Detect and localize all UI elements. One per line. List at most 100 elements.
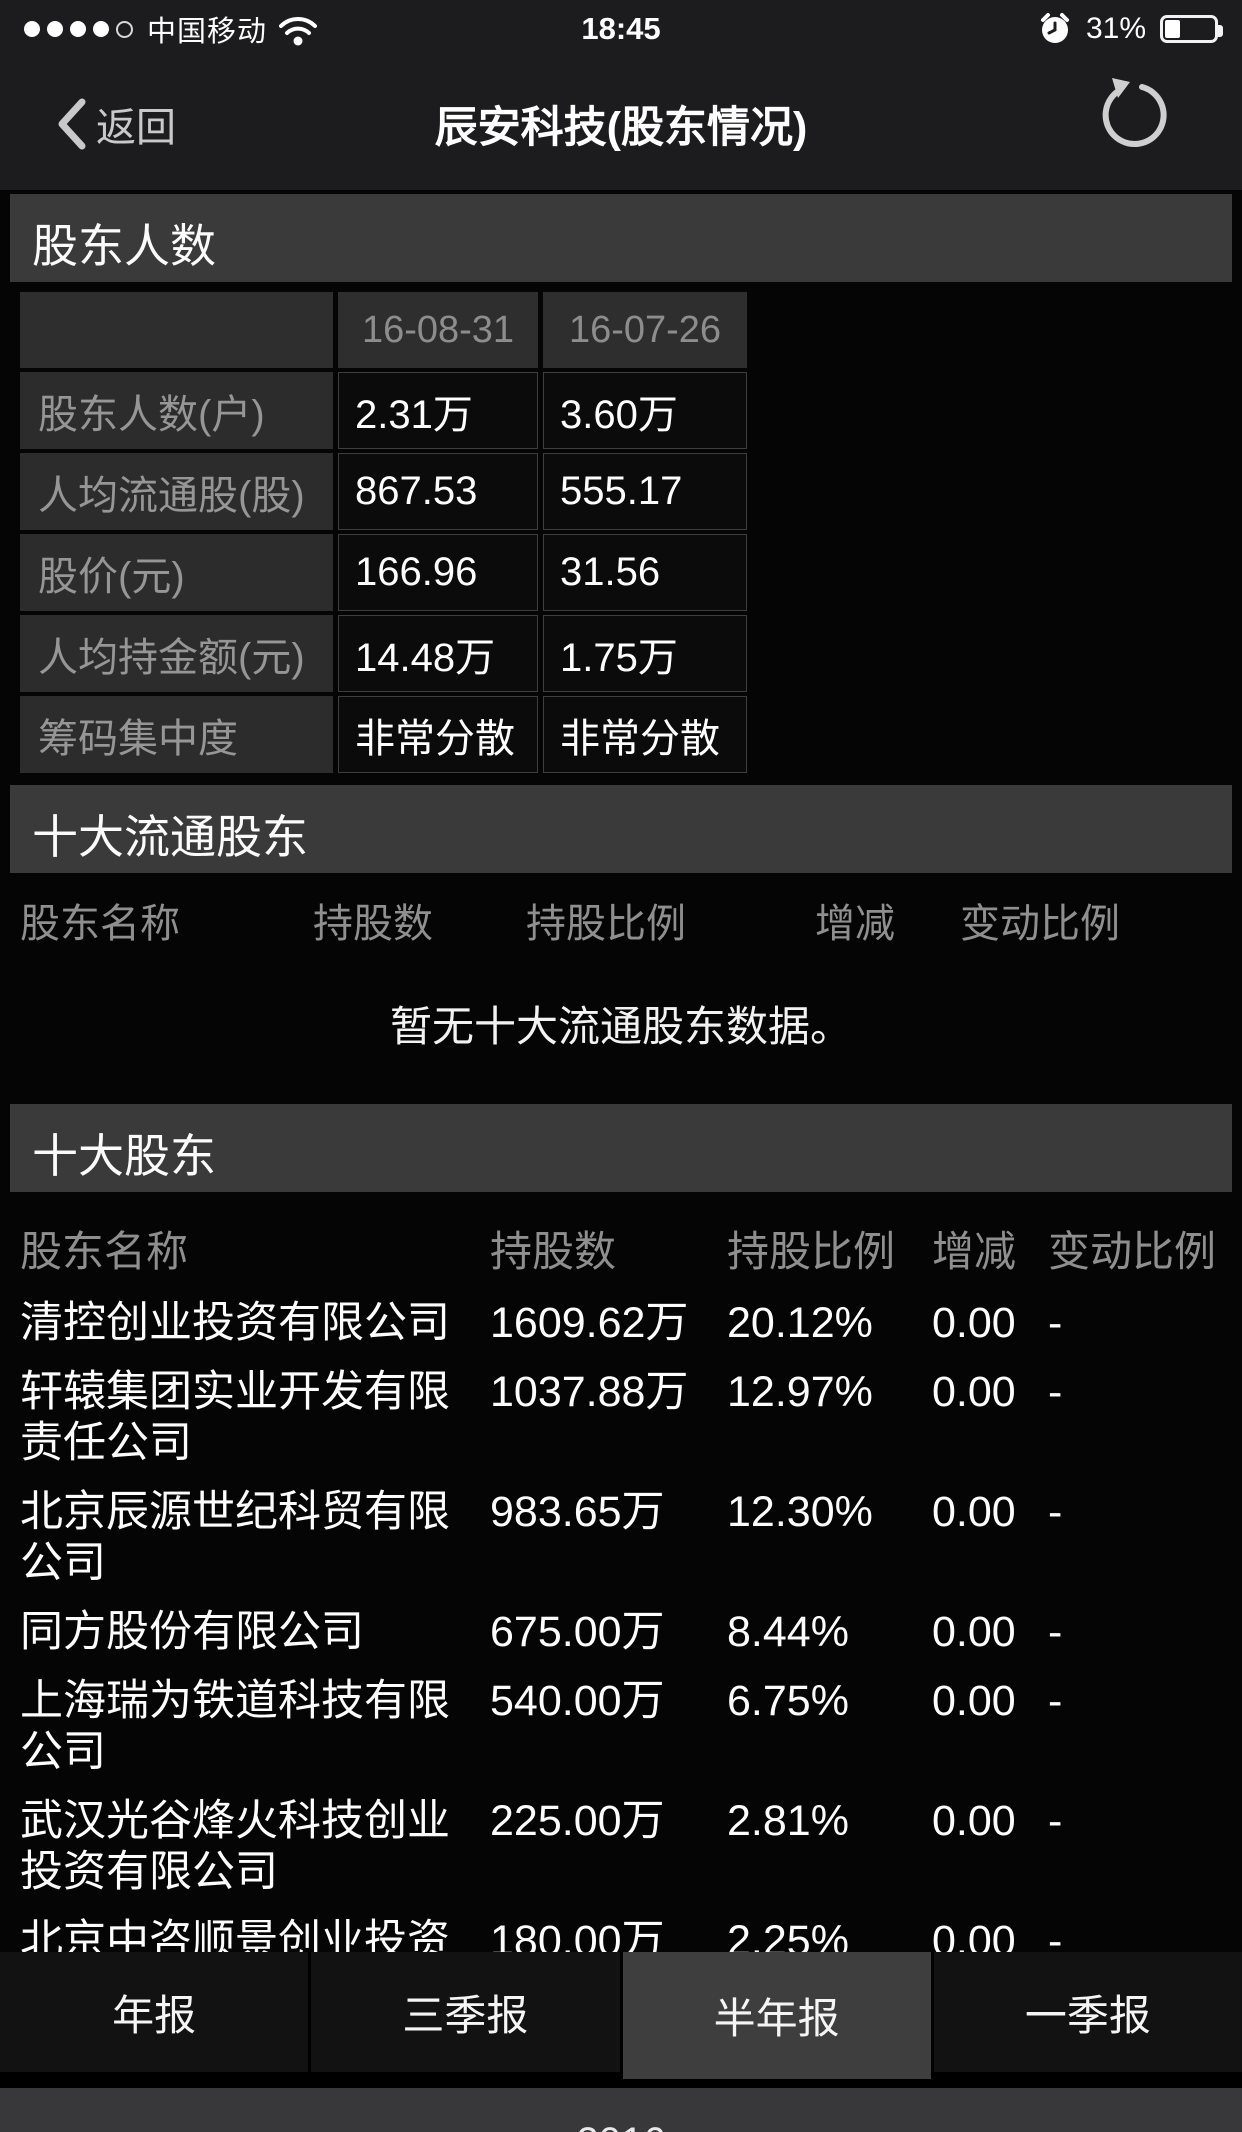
date-column-header: 16-08-31 — [338, 292, 538, 368]
row-label: 人均流通股(股) — [20, 453, 333, 530]
row-label: 股价(元) — [20, 534, 333, 611]
signal-dot — [70, 21, 86, 37]
holder-change: 0.00 — [932, 1797, 1016, 1845]
column-header: 增减 — [932, 1228, 1017, 1275]
nav-bar: 返回 辰安科技(股东情况) — [0, 58, 1242, 190]
holder-pct: 12.30% — [727, 1488, 873, 1536]
holder-row: 上海瑞为铁道科技有限公司 540.00万 6.75% 0.00 - — [20, 1667, 1242, 1787]
column-header: 持股数 — [313, 902, 433, 946]
row-value: 867.53 — [338, 453, 538, 530]
holder-pct: 8.44% — [727, 1608, 849, 1656]
column-header: 持股比例 — [727, 1228, 896, 1275]
column-header: 持股数 — [490, 1228, 617, 1275]
clock-time: 18:45 — [581, 11, 661, 46]
holder-change: 0.00 — [932, 1608, 1016, 1656]
battery-icon — [1160, 15, 1223, 43]
holder-pct: 2.81% — [727, 1797, 849, 1845]
holder-count-table: 16-08-31 16-07-26 股东人数(户) 2.31万 3.60万 人均… — [20, 292, 747, 773]
holder-change-pct: - — [1048, 1368, 1063, 1416]
table-corner-cell — [20, 292, 333, 368]
signal-dot — [24, 21, 40, 37]
column-header: 变动比例 — [1048, 1228, 1217, 1275]
back-chevron-icon — [56, 98, 86, 150]
holder-name: 同方股份有限公司 — [20, 1608, 364, 1656]
row-label: 人均持金额(元) — [20, 615, 333, 692]
holder-row: 清控创业投资有限公司 1609.62万 20.12% 0.00 - — [20, 1289, 1242, 1358]
holder-change-pct: - — [1048, 1488, 1063, 1536]
row-value: 非常分散 — [543, 696, 747, 773]
year-label: 2016 — [0, 2120, 1242, 2132]
holder-change-pct: - — [1048, 1797, 1063, 1845]
section-header-circulating: 十大流通股东 — [10, 785, 1232, 873]
holder-change: 0.00 — [932, 1368, 1016, 1416]
tab-annual-report[interactable]: 年报 — [0, 1952, 309, 2072]
column-header: 持股比例 — [526, 902, 686, 946]
tab-strip: 年报 三季报 半年报 一季报 — [0, 1952, 1242, 2079]
tab-q1-report[interactable]: 一季报 — [933, 1952, 1242, 2072]
back-button[interactable]: 返回 — [56, 95, 176, 153]
page-title: 辰安科技(股东情况) — [434, 104, 808, 152]
signal-dot-empty — [116, 20, 133, 38]
signal-dots-icon — [24, 20, 133, 38]
holder-shares: 983.65万 — [490, 1488, 665, 1536]
column-header: 变动比例 — [960, 902, 1120, 946]
section-header-top-holders: 十大股东 — [10, 1104, 1232, 1192]
holder-row: 同方股份有限公司 675.00万 8.44% 0.00 - — [20, 1598, 1242, 1667]
holder-change: 0.00 — [932, 1299, 1016, 1347]
column-header: 股东名称 — [20, 1228, 189, 1275]
holder-name: 清控创业投资有限公司 — [20, 1299, 450, 1347]
year-selector-strip[interactable]: 2016 — [0, 2088, 1242, 2132]
row-value: 2.31万 — [338, 372, 538, 449]
back-label: 返回 — [96, 106, 176, 150]
holder-shares: 540.00万 — [490, 1677, 665, 1725]
holder-change-pct: - — [1048, 1299, 1063, 1347]
signal-dot — [47, 21, 63, 37]
app-header: 中国移动 18:45 31% — [0, 0, 1242, 190]
holder-row: 武汉光谷烽火科技创业投资有限公司 225.00万 2.81% 0.00 - — [20, 1787, 1242, 1907]
tab-semiannual-report[interactable]: 半年报 — [622, 1952, 931, 2079]
row-label: 股东人数(户) — [20, 372, 333, 449]
holder-row: 北京辰源世纪科贸有限公司 983.65万 12.30% 0.00 - — [20, 1478, 1242, 1598]
row-value: 3.60万 — [543, 372, 747, 449]
holder-pct: 20.12% — [727, 1299, 873, 1347]
status-bar: 中国移动 18:45 31% — [0, 0, 1242, 58]
carrier-label: 中国移动 — [147, 16, 268, 48]
battery-nub — [1218, 25, 1223, 37]
status-right-cluster: 31% — [1038, 12, 1223, 46]
row-value: 166.96 — [338, 534, 538, 611]
holder-change: 0.00 — [932, 1677, 1016, 1725]
row-value: 555.17 — [543, 453, 747, 530]
row-value: 非常分散 — [338, 696, 538, 773]
holder-shares: 1609.62万 — [490, 1299, 689, 1347]
holder-name: 武汉光谷烽火科技创业投资有限公司 — [20, 1797, 450, 1896]
section-header-holder-count: 股东人数 — [10, 194, 1232, 282]
top-holders-column-headers: 股东名称 持股数 持股比例 增减 变动比例 — [0, 1192, 1242, 1289]
holder-change: 0.00 — [932, 1488, 1016, 1536]
row-value: 1.75万 — [543, 615, 747, 692]
tab-q3-report[interactable]: 三季报 — [311, 1952, 620, 2072]
holder-change-pct: - — [1048, 1677, 1063, 1725]
battery-fill — [1165, 20, 1181, 38]
holder-shares: 675.00万 — [490, 1608, 665, 1656]
circulating-column-headers: 股东名称 持股数 持股比例 增减 变动比例 — [0, 889, 1242, 959]
row-value: 31.56 — [543, 534, 747, 611]
battery-percent-label: 31% — [1085, 12, 1146, 45]
holder-pct: 12.97% — [727, 1368, 873, 1416]
holder-name: 北京辰源世纪科贸有限公司 — [20, 1488, 450, 1587]
column-header: 增减 — [815, 902, 895, 946]
signal-dot — [93, 21, 109, 37]
date-column-header: 16-07-26 — [543, 292, 747, 368]
holder-pct: 6.75% — [727, 1677, 849, 1725]
refresh-button[interactable] — [1090, 76, 1168, 158]
wifi-icon — [279, 16, 318, 46]
row-label: 筹码集中度 — [20, 696, 333, 773]
empty-data-message: 暂无十大流通股东数据。 — [389, 1003, 852, 1050]
row-value: 14.48万 — [338, 615, 538, 692]
holder-name: 上海瑞为铁道科技有限公司 — [20, 1677, 450, 1776]
holder-shares: 225.00万 — [490, 1797, 665, 1845]
column-header: 股东名称 — [20, 902, 180, 946]
alarm-clock-icon — [1038, 12, 1072, 46]
holder-row: 轩辕集团实业开发有限责任公司 1037.88万 12.97% 0.00 - — [20, 1358, 1242, 1478]
holder-change-pct: - — [1048, 1608, 1063, 1656]
